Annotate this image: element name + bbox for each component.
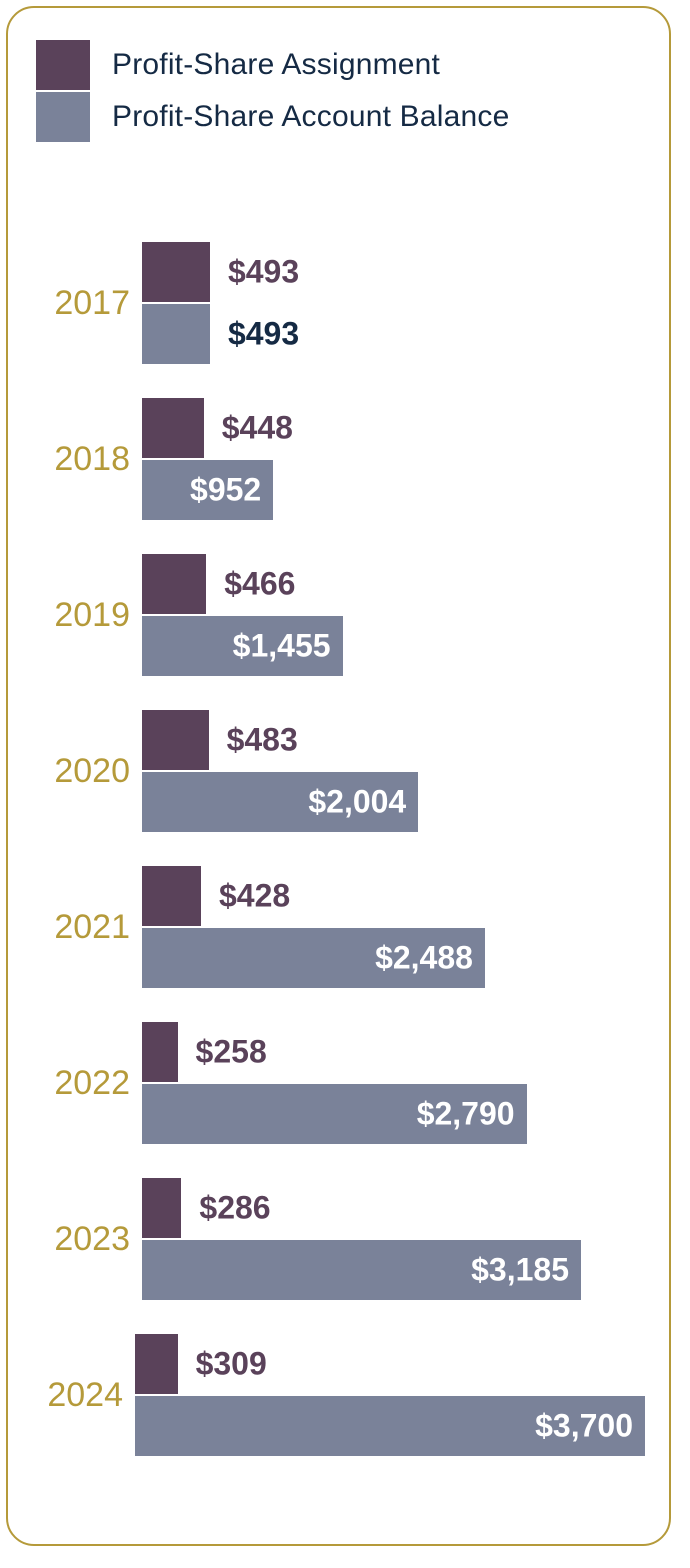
bar-assignment: $286 <box>142 1178 181 1238</box>
bar-balance: $3,700 <box>135 1396 645 1456</box>
bar-value-label: $2,004 <box>308 784 406 821</box>
year-label: 2023 <box>32 1220 142 1259</box>
year-label: 2024 <box>32 1376 135 1415</box>
chart-card: Profit-Share Assignment Profit-Share Acc… <box>6 6 671 1546</box>
bar-value-label: $1,455 <box>233 628 331 665</box>
bar-value-label: $3,700 <box>535 1408 633 1445</box>
legend: Profit-Share Assignment Profit-Share Acc… <box>36 40 645 142</box>
year-label: 2020 <box>32 752 142 791</box>
bar-value-label: $466 <box>224 566 295 603</box>
bar-group: $466 $1,455 <box>142 554 645 676</box>
bar-balance: $493 <box>142 304 210 364</box>
bar-balance: $1,455 <box>142 616 343 676</box>
bar-assignment: $448 <box>142 398 204 458</box>
legend-label-balance: Profit-Share Account Balance <box>112 100 510 134</box>
bar-assignment: $309 <box>135 1334 178 1394</box>
bar-balance: $2,004 <box>142 772 418 832</box>
bar-value-label: $3,185 <box>471 1252 569 1289</box>
year-label: 2018 <box>32 440 142 479</box>
bar-group: $428 $2,488 <box>142 866 645 988</box>
year-row: 2018$448$952 <box>32 398 645 520</box>
legend-item-balance: Profit-Share Account Balance <box>36 92 645 142</box>
bar-value-label: $448 <box>222 410 293 447</box>
bar-assignment: $483 <box>142 710 209 770</box>
bar-assignment: $428 <box>142 866 201 926</box>
bar-value-label: $2,488 <box>375 940 473 977</box>
legend-item-assignment: Profit-Share Assignment <box>36 40 645 90</box>
bar-value-label: $309 <box>196 1346 267 1383</box>
bar-value-label: $2,790 <box>417 1096 515 1133</box>
bar-group: $258 $2,790 <box>142 1022 645 1144</box>
bar-value-label: $286 <box>199 1190 270 1227</box>
bar-chart: 2017$493$4932018$448$9522019$466$1,45520… <box>32 242 645 1456</box>
legend-swatch-assignment <box>36 40 90 90</box>
bar-assignment: $258 <box>142 1022 178 1082</box>
bar-balance: $2,790 <box>142 1084 527 1144</box>
bar-assignment: $466 <box>142 554 206 614</box>
bar-value-label: $493 <box>228 254 299 291</box>
year-row: 2023$286$3,185 <box>32 1178 645 1300</box>
bar-balance: $2,488 <box>142 928 485 988</box>
bar-balance: $3,185 <box>142 1240 581 1300</box>
bar-value-label: $428 <box>219 878 290 915</box>
bar-value-label: $493 <box>228 316 299 353</box>
year-label: 2022 <box>32 1064 142 1103</box>
bar-group: $309 $3,700 <box>135 1334 645 1456</box>
bar-value-label: $952 <box>190 472 261 509</box>
year-row: 2024$309$3,700 <box>32 1334 645 1456</box>
bar-balance: $952 <box>142 460 273 520</box>
year-label: 2019 <box>32 596 142 635</box>
year-row: 2019$466$1,455 <box>32 554 645 676</box>
bar-group: $483 $2,004 <box>142 710 645 832</box>
bar-group: $493$493 <box>142 242 645 364</box>
year-row: 2021$428$2,488 <box>32 866 645 988</box>
legend-label-assignment: Profit-Share Assignment <box>112 48 440 82</box>
year-row: 2017$493$493 <box>32 242 645 364</box>
year-row: 2020$483$2,004 <box>32 710 645 832</box>
bar-group: $448 $952 <box>142 398 645 520</box>
bar-group: $286 $3,185 <box>142 1178 645 1300</box>
bar-value-label: $258 <box>196 1034 267 1071</box>
bar-value-label: $483 <box>227 722 298 759</box>
year-label: 2021 <box>32 908 142 947</box>
year-label: 2017 <box>32 284 142 323</box>
bar-assignment: $493 <box>142 242 210 302</box>
legend-swatch-balance <box>36 92 90 142</box>
year-row: 2022$258$2,790 <box>32 1022 645 1144</box>
